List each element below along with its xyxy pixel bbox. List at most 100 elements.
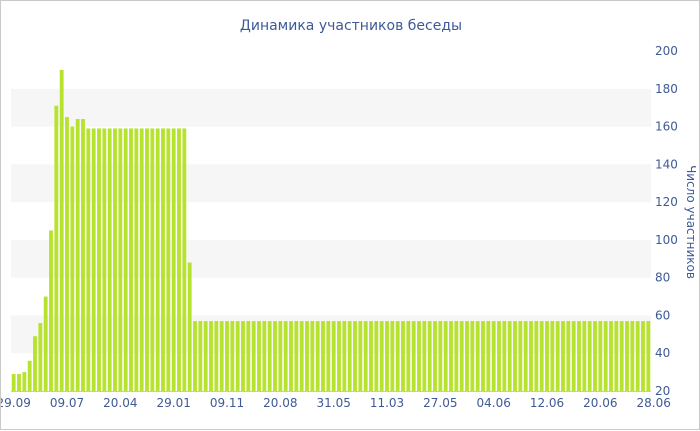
bar xyxy=(294,321,299,391)
bar xyxy=(246,321,251,391)
bar xyxy=(193,321,197,391)
x-tick-label: 28.06 xyxy=(637,396,671,410)
bar xyxy=(502,321,507,391)
bar xyxy=(523,321,528,391)
bar xyxy=(641,321,645,391)
bar xyxy=(81,119,85,391)
bar xyxy=(561,321,565,391)
bar xyxy=(603,321,608,391)
bar xyxy=(113,128,117,391)
bar xyxy=(257,321,261,391)
x-tick-label: 11.03 xyxy=(370,396,404,410)
bar xyxy=(38,323,43,391)
bar xyxy=(177,128,181,391)
x-tick-label: 09.07 xyxy=(50,396,84,410)
y-tick-label: 180 xyxy=(655,82,678,96)
bar xyxy=(49,230,53,391)
bar xyxy=(283,321,288,391)
bar xyxy=(555,321,560,391)
bar xyxy=(609,321,613,391)
bar xyxy=(150,128,155,391)
grid-band xyxy=(11,315,651,354)
bar xyxy=(22,372,27,391)
bar xyxy=(187,262,192,391)
x-tick-label: 09.11 xyxy=(210,396,244,410)
bar xyxy=(342,321,347,391)
y-tick-label: 140 xyxy=(655,157,678,171)
bar xyxy=(230,321,235,391)
bar xyxy=(182,128,187,391)
bar xyxy=(545,321,549,391)
bar xyxy=(427,321,432,391)
bar xyxy=(353,321,357,391)
bar xyxy=(75,119,80,391)
bar xyxy=(225,321,229,391)
bar xyxy=(299,321,304,391)
bar xyxy=(598,321,603,391)
bar xyxy=(145,128,149,391)
bar xyxy=(491,321,496,391)
bar xyxy=(166,128,171,391)
bar xyxy=(529,321,533,391)
bar xyxy=(630,321,635,391)
bar xyxy=(635,321,640,391)
bar xyxy=(267,321,272,391)
bar xyxy=(454,321,459,391)
bar xyxy=(102,128,107,391)
bar xyxy=(507,321,512,391)
bar xyxy=(321,321,325,391)
bar xyxy=(278,321,283,391)
bar xyxy=(390,321,395,391)
bar xyxy=(566,321,571,391)
x-tick-label: 20.06 xyxy=(583,396,617,410)
bar xyxy=(139,128,144,391)
bar xyxy=(86,128,91,391)
x-tick-label: 20.08 xyxy=(263,396,297,410)
bar xyxy=(587,321,592,391)
bar xyxy=(235,321,240,391)
bar xyxy=(43,296,48,391)
bar xyxy=(593,321,597,391)
bar xyxy=(209,321,213,391)
y-axis-label: Число участников xyxy=(684,165,698,279)
bar xyxy=(262,321,267,391)
bar xyxy=(155,128,160,391)
bar xyxy=(134,128,139,391)
x-tick-label: 29.09 xyxy=(1,396,31,410)
bar xyxy=(443,321,448,391)
x-tick-label: 20.04 xyxy=(103,396,137,410)
bar xyxy=(310,321,315,391)
y-tick-label: 120 xyxy=(655,195,678,209)
bar xyxy=(582,321,587,391)
bar xyxy=(497,321,501,391)
bar xyxy=(33,336,37,391)
bar xyxy=(395,321,400,391)
bar xyxy=(534,321,539,391)
bar xyxy=(171,128,176,391)
bar xyxy=(369,321,373,391)
bar xyxy=(363,321,368,391)
bar xyxy=(315,321,320,391)
bar xyxy=(214,321,219,391)
bar xyxy=(289,321,293,391)
y-tick-label: 80 xyxy=(655,271,670,285)
bar xyxy=(470,321,475,391)
x-tick-label: 29.01 xyxy=(157,396,191,410)
chart-title: Динамика участников беседы xyxy=(240,18,462,34)
bar xyxy=(417,321,421,391)
bar xyxy=(625,321,629,391)
bar xyxy=(374,321,379,391)
y-tick-label: 20 xyxy=(655,384,670,398)
y-tick-label: 100 xyxy=(655,233,678,247)
bar xyxy=(219,321,224,391)
bar xyxy=(54,105,59,391)
bar xyxy=(465,321,469,391)
bar xyxy=(385,321,389,391)
x-tick-label: 04.06 xyxy=(477,396,511,410)
bar xyxy=(518,321,523,391)
bar xyxy=(241,321,245,391)
y-tick-label: 40 xyxy=(655,346,670,360)
bar xyxy=(481,321,485,391)
